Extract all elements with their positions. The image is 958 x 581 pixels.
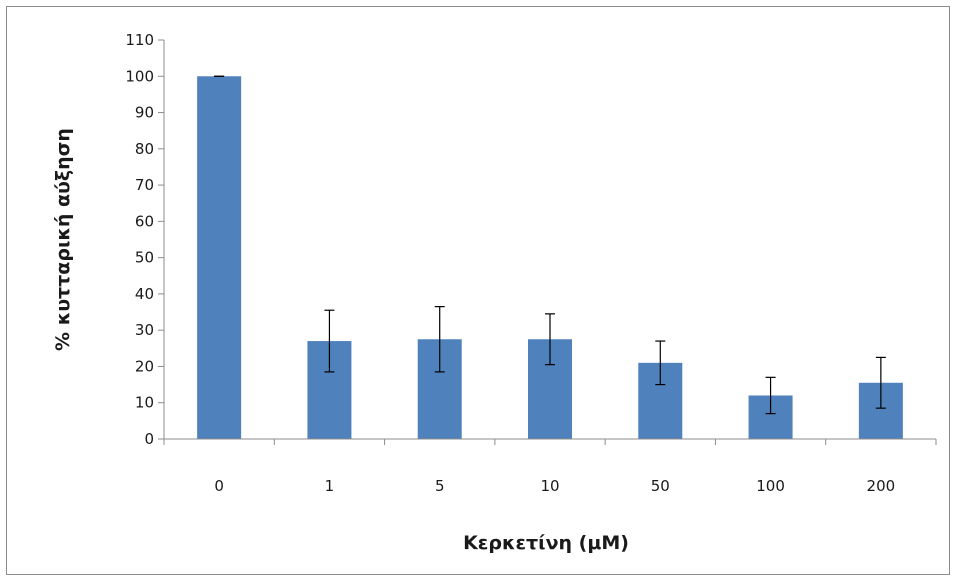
y-tick-label: 50 [135, 249, 154, 267]
y-tick-label: 80 [135, 140, 154, 158]
y-tick-label: 60 [135, 212, 154, 230]
y-tick-label: 20 [135, 357, 154, 375]
x-axis-tick-labels: 0 1 5 10 50 100 200 [163, 439, 937, 495]
y-tick-label: 10 [135, 394, 154, 412]
y-tick-label: 40 [135, 285, 154, 303]
y-tick-label: 0 [144, 430, 154, 448]
error-bars [214, 75, 886, 415]
x-tick-label: 0 [214, 477, 224, 495]
y-axis-title: % κυτταρική αύξηση [52, 128, 74, 351]
x-axis-title: Κερκετίνη (μM) [463, 532, 629, 554]
y-tick-label: 100 [125, 67, 154, 85]
bar [197, 76, 242, 439]
x-tick-label: 1 [325, 477, 335, 495]
y-tick-label: 90 [135, 104, 154, 122]
y-tick-label: 110 [125, 31, 154, 49]
y-axis-ticks: 0 10 20 30 40 50 60 70 80 90 100 110 [125, 31, 164, 448]
y-tick-label: 70 [135, 176, 154, 194]
x-tick-label: 50 [651, 477, 670, 495]
y-tick-label: 30 [135, 321, 154, 339]
bars [197, 76, 903, 439]
x-tick-label: 200 [867, 477, 896, 495]
x-tick-label: 5 [435, 477, 445, 495]
chart-frame [6, 6, 950, 575]
x-tick-label: 10 [540, 477, 559, 495]
x-tick-label: 100 [756, 477, 785, 495]
